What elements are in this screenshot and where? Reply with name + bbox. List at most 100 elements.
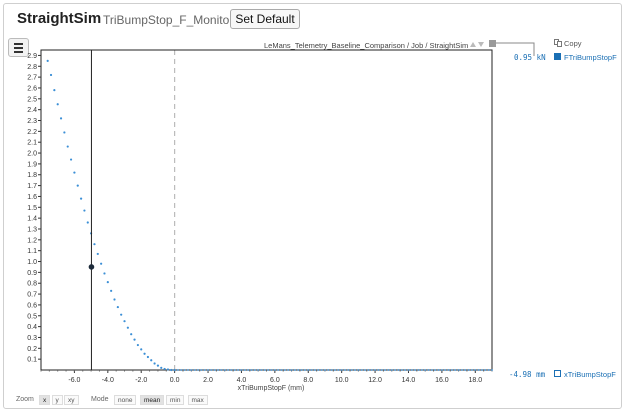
zoom-option-x[interactable]: x <box>39 395 51 405</box>
data-point <box>390 369 393 371</box>
y-series-label[interactable]: FTriBumpStopF <box>564 53 617 62</box>
data-point <box>344 369 346 371</box>
plot-area[interactable] <box>40 49 493 371</box>
y-tick-label: 2.2 <box>27 129 37 136</box>
menu-button[interactable] <box>8 38 29 57</box>
data-point <box>237 369 240 371</box>
data-point <box>86 221 89 224</box>
mode-option-min[interactable]: min <box>166 395 185 405</box>
copy-button[interactable]: Copy <box>554 39 582 48</box>
x-tick-label: -4.0 <box>102 377 114 384</box>
sort-up-icon[interactable] <box>470 42 476 47</box>
y-series-value: 0.95 kN <box>514 53 546 62</box>
data-point <box>400 369 403 371</box>
data-point <box>327 369 330 371</box>
data-point <box>116 305 119 309</box>
data-point <box>287 369 290 371</box>
data-point <box>123 320 126 323</box>
y-tick-label: 1.5 <box>27 205 37 212</box>
y-tick-label: 2.5 <box>27 96 37 103</box>
data-point <box>430 369 433 371</box>
data-point <box>146 355 150 359</box>
data-point <box>477 369 480 371</box>
data-point <box>79 197 83 200</box>
data-point <box>474 369 477 371</box>
data-point <box>293 369 296 371</box>
data-point <box>407 369 410 371</box>
data-point <box>126 326 129 329</box>
data-point <box>487 369 490 371</box>
y-tick-label: 0.8 <box>27 281 37 288</box>
data-point <box>96 252 99 256</box>
y-tick-label: 0.9 <box>27 270 37 277</box>
app-title: StraightSim <box>17 10 102 27</box>
legend-square-icon[interactable] <box>554 53 561 60</box>
data-point <box>440 369 443 371</box>
data-point <box>434 369 437 371</box>
data-point <box>140 348 143 351</box>
cursor-marker[interactable] <box>88 264 95 270</box>
data-point <box>304 369 306 371</box>
mode-option-mean[interactable]: mean <box>140 395 165 405</box>
x-tick-label: 8.0 <box>303 377 313 384</box>
data-point <box>377 369 380 371</box>
y-tick-label: 0.3 <box>27 335 37 342</box>
data-point <box>397 369 400 371</box>
data-point <box>103 272 106 275</box>
data-point <box>143 352 146 355</box>
data-point <box>384 369 386 371</box>
scatter-chart[interactable]: 0.1 0.2 0.3 0.4 0.5 0.6 0.7 0.8 0.9 1.0 1.1 1.2 1.3 1… <box>4 4 504 396</box>
data-point <box>83 209 86 212</box>
mode-option-max[interactable]: max <box>187 395 208 405</box>
data-point <box>354 369 356 371</box>
data-point <box>387 369 390 371</box>
data-point <box>220 369 223 371</box>
signal-name: TriBumpStop_F_Monitor <box>103 13 234 27</box>
data-point <box>410 369 413 371</box>
y-tick-label: 0.7 <box>27 292 37 299</box>
data-point <box>337 369 340 371</box>
data-point <box>270 369 273 371</box>
y-tick-label: 0.1 <box>27 357 37 364</box>
data-point <box>461 369 463 371</box>
y-tick-label: 1.8 <box>27 172 37 179</box>
y-tick-label: 1.3 <box>27 226 37 233</box>
data-point <box>253 369 256 371</box>
x-tick-label: -2.0 <box>135 377 147 384</box>
series-toggle-icon[interactable] <box>489 40 496 47</box>
breadcrumb[interactable]: LeMans_Telemetry_Baseline_Comparison / J… <box>264 41 469 50</box>
x-tick-label: 4.0 <box>237 377 247 384</box>
x-tick-label: 14.0 <box>402 377 416 384</box>
data-point <box>267 369 270 371</box>
data-point <box>200 369 203 371</box>
data-point <box>437 369 440 371</box>
data-point <box>250 369 253 371</box>
data-point <box>427 369 430 371</box>
data-point <box>307 369 310 371</box>
x-tick-label: 0.0 <box>170 377 180 384</box>
data-point <box>63 131 66 134</box>
y-tick-label: 1.9 <box>27 161 37 168</box>
data-point <box>230 369 233 371</box>
data-point <box>360 369 363 371</box>
y-tick-label: 2.6 <box>27 85 37 92</box>
x-series-label[interactable]: xTriBumpStopF <box>564 370 616 379</box>
data-point <box>120 313 123 316</box>
data-point <box>247 369 250 371</box>
x-tick-label: 6.0 <box>270 377 280 384</box>
data-point <box>153 362 156 365</box>
x-tick-label: 12.0 <box>368 377 382 384</box>
data-point <box>370 369 373 371</box>
data-point <box>334 369 336 371</box>
copy-icon <box>554 39 562 47</box>
legend-square-outline-icon[interactable] <box>554 370 561 377</box>
sort-down-icon[interactable] <box>478 42 484 47</box>
data-point <box>243 369 246 371</box>
mode-option-none[interactable]: none <box>114 395 137 405</box>
set-default-button[interactable]: Set Default <box>230 9 300 29</box>
mode-label: Mode <box>91 396 109 403</box>
y-tick-label: 0.2 <box>27 346 37 353</box>
zoom-option-xy[interactable]: xy <box>64 395 79 405</box>
zoom-option-y[interactable]: y <box>51 395 63 405</box>
data-point <box>457 369 460 371</box>
